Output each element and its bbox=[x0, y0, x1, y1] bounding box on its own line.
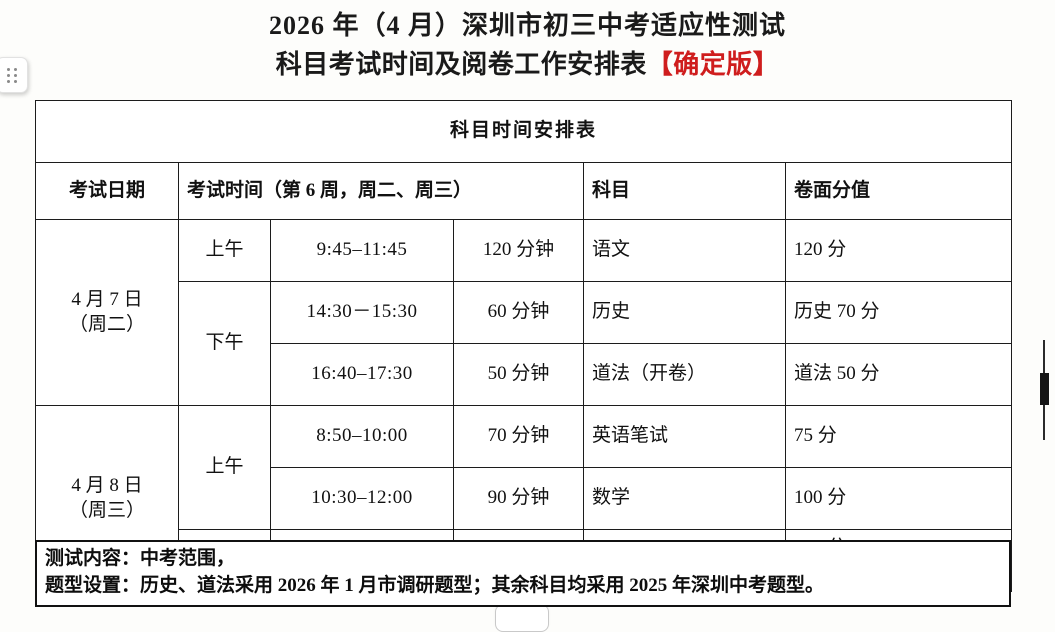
table-row: 4 月 7 日 （周二） 上午 9:45–11:45 120 分钟 语文 120… bbox=[35, 219, 1013, 406]
cell-subject: 英语笔试 bbox=[583, 405, 786, 468]
cell-subject: 数学 bbox=[583, 467, 786, 530]
title-line-2: 科目考试时间及阅卷工作安排表【确定版】 bbox=[0, 45, 1055, 84]
cell-score: 120 分 bbox=[784, 219, 1013, 282]
cell-time: 9:45–11:45 bbox=[270, 219, 454, 282]
header-subject: 科目 bbox=[583, 162, 786, 220]
header-exam-date: 考试日期 bbox=[35, 162, 179, 220]
table-caption-row: 科目时间安排表 bbox=[34, 100, 1013, 163]
cell-time: 14:30－15:30 bbox=[270, 281, 454, 344]
grip-dots-icon bbox=[7, 67, 17, 83]
page-title: 2026 年（4 月）深圳市初三中考适应性测试 科目考试时间及阅卷工作安排表【确… bbox=[0, 0, 1055, 84]
cell-score: 道法 50 分 bbox=[784, 343, 1013, 406]
schedule-sheet: 科目时间安排表 考试日期 考试时间（第 6 周，周二、周三） 科目 卷面分值 4… bbox=[34, 100, 1013, 592]
title-line-1: 2026 年（4 月）深圳市初三中考适应性测试 bbox=[268, 11, 786, 40]
title-line-2-main: 科目考试时间及阅卷工作安排表 bbox=[275, 50, 647, 79]
notes-box: 测试内容：中考范围， 题型设置：历史、道法采用 2026 年 1 月市调研题型；… bbox=[35, 540, 1011, 607]
cell-subject: 语文 bbox=[583, 219, 786, 282]
table-row: 4 月 8 日 （周三） 上午 8:50–10:00 70 分钟 英语笔试 75… bbox=[35, 405, 1013, 592]
cell-half-morning-day1: 上午 bbox=[178, 219, 271, 282]
cell-duration: 90 分钟 bbox=[453, 467, 584, 530]
cell-score: 100 分 bbox=[784, 467, 1013, 530]
cell-score: 历史 70 分 bbox=[784, 281, 1013, 344]
cell-duration: 70 分钟 bbox=[453, 405, 584, 468]
cell-duration: 120 分钟 bbox=[453, 219, 584, 282]
table-row: 下午 14:30－15:30 60 分钟 历史 历史 70 分 bbox=[36, 281, 1013, 406]
cell-time: 16:40–17:30 bbox=[270, 343, 454, 406]
schedule-table: 科目时间安排表 考试日期 考试时间（第 6 周，周二、周三） 科目 卷面分值 4… bbox=[34, 100, 1013, 592]
date-line-2: （周二） bbox=[68, 313, 145, 335]
note-question-format: 题型设置：历史、道法采用 2026 年 1 月市调研题型；其余科目均采用 202… bbox=[45, 574, 825, 596]
cell-time: 8:50–10:00 bbox=[270, 405, 454, 468]
date-line-1: 4 月 7 日 bbox=[71, 289, 143, 311]
date-line-2: （周三） bbox=[68, 499, 145, 521]
table-caption: 科目时间安排表 bbox=[34, 100, 1013, 163]
header-exam-time: 考试时间（第 6 周，周二、周三） bbox=[178, 162, 584, 220]
title-confirmed-tag: 【确定版】 bbox=[646, 50, 780, 79]
cell-time: 10:30–12:00 bbox=[270, 467, 454, 530]
cell-date-day1: 4 月 7 日 （周二） bbox=[35, 219, 179, 406]
drag-grip-handle[interactable] bbox=[0, 57, 28, 93]
cell-half-afternoon-day1: 下午 bbox=[178, 281, 271, 406]
header-score: 卷面分值 bbox=[784, 162, 1013, 220]
cell-subject: 历史 bbox=[583, 281, 786, 344]
table-header-row: 考试日期 考试时间（第 6 周，周二、周三） 科目 卷面分值 bbox=[35, 162, 1013, 220]
cell-duration: 50 分钟 bbox=[453, 343, 584, 406]
cell-duration: 60 分钟 bbox=[453, 281, 584, 344]
cell-subject: 道法（开卷） bbox=[583, 343, 786, 406]
note-test-content: 测试内容：中考范围， bbox=[45, 548, 236, 569]
cell-score: 75 分 bbox=[784, 405, 1013, 468]
table-row: 16:40–17:30 50 分钟 道法（开卷） 道法 50 分 bbox=[36, 343, 1013, 406]
date-line-1: 4 月 8 日 bbox=[71, 475, 143, 497]
bottom-rounded-button[interactable] bbox=[495, 604, 549, 632]
scrollbar-thumb[interactable] bbox=[1040, 373, 1049, 405]
cell-half-morning-day2: 上午 bbox=[178, 405, 271, 530]
